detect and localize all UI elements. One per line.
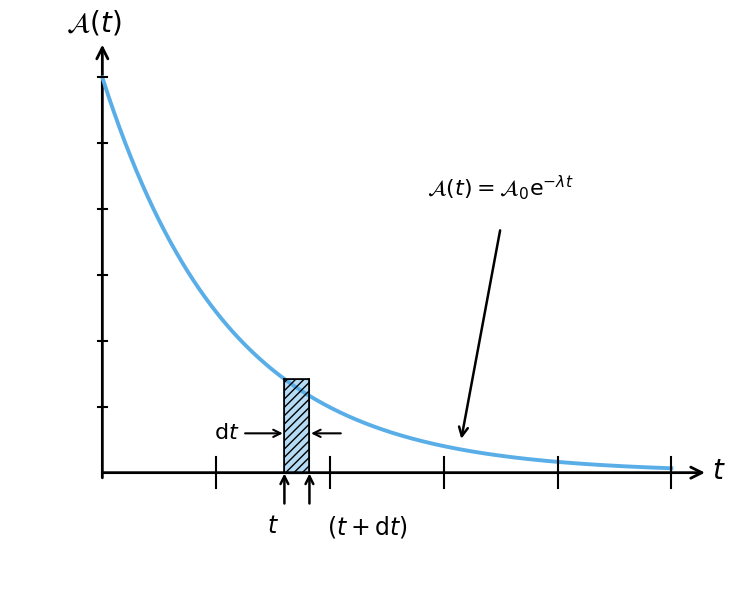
- Text: $\mathcal{A}(t) = \mathcal{A}_0\mathrm{e}^{-\lambda t}$: $\mathcal{A}(t) = \mathcal{A}_0\mathrm{e…: [426, 173, 573, 202]
- Text: $(t + \mathrm{d}t)$: $(t + \mathrm{d}t)$: [327, 514, 407, 540]
- Text: $t$: $t$: [712, 457, 726, 485]
- Text: d$t$: d$t$: [214, 424, 240, 443]
- Text: $t$: $t$: [267, 514, 279, 538]
- Text: $\mathcal{A}(t)$: $\mathcal{A}(t)$: [66, 9, 122, 38]
